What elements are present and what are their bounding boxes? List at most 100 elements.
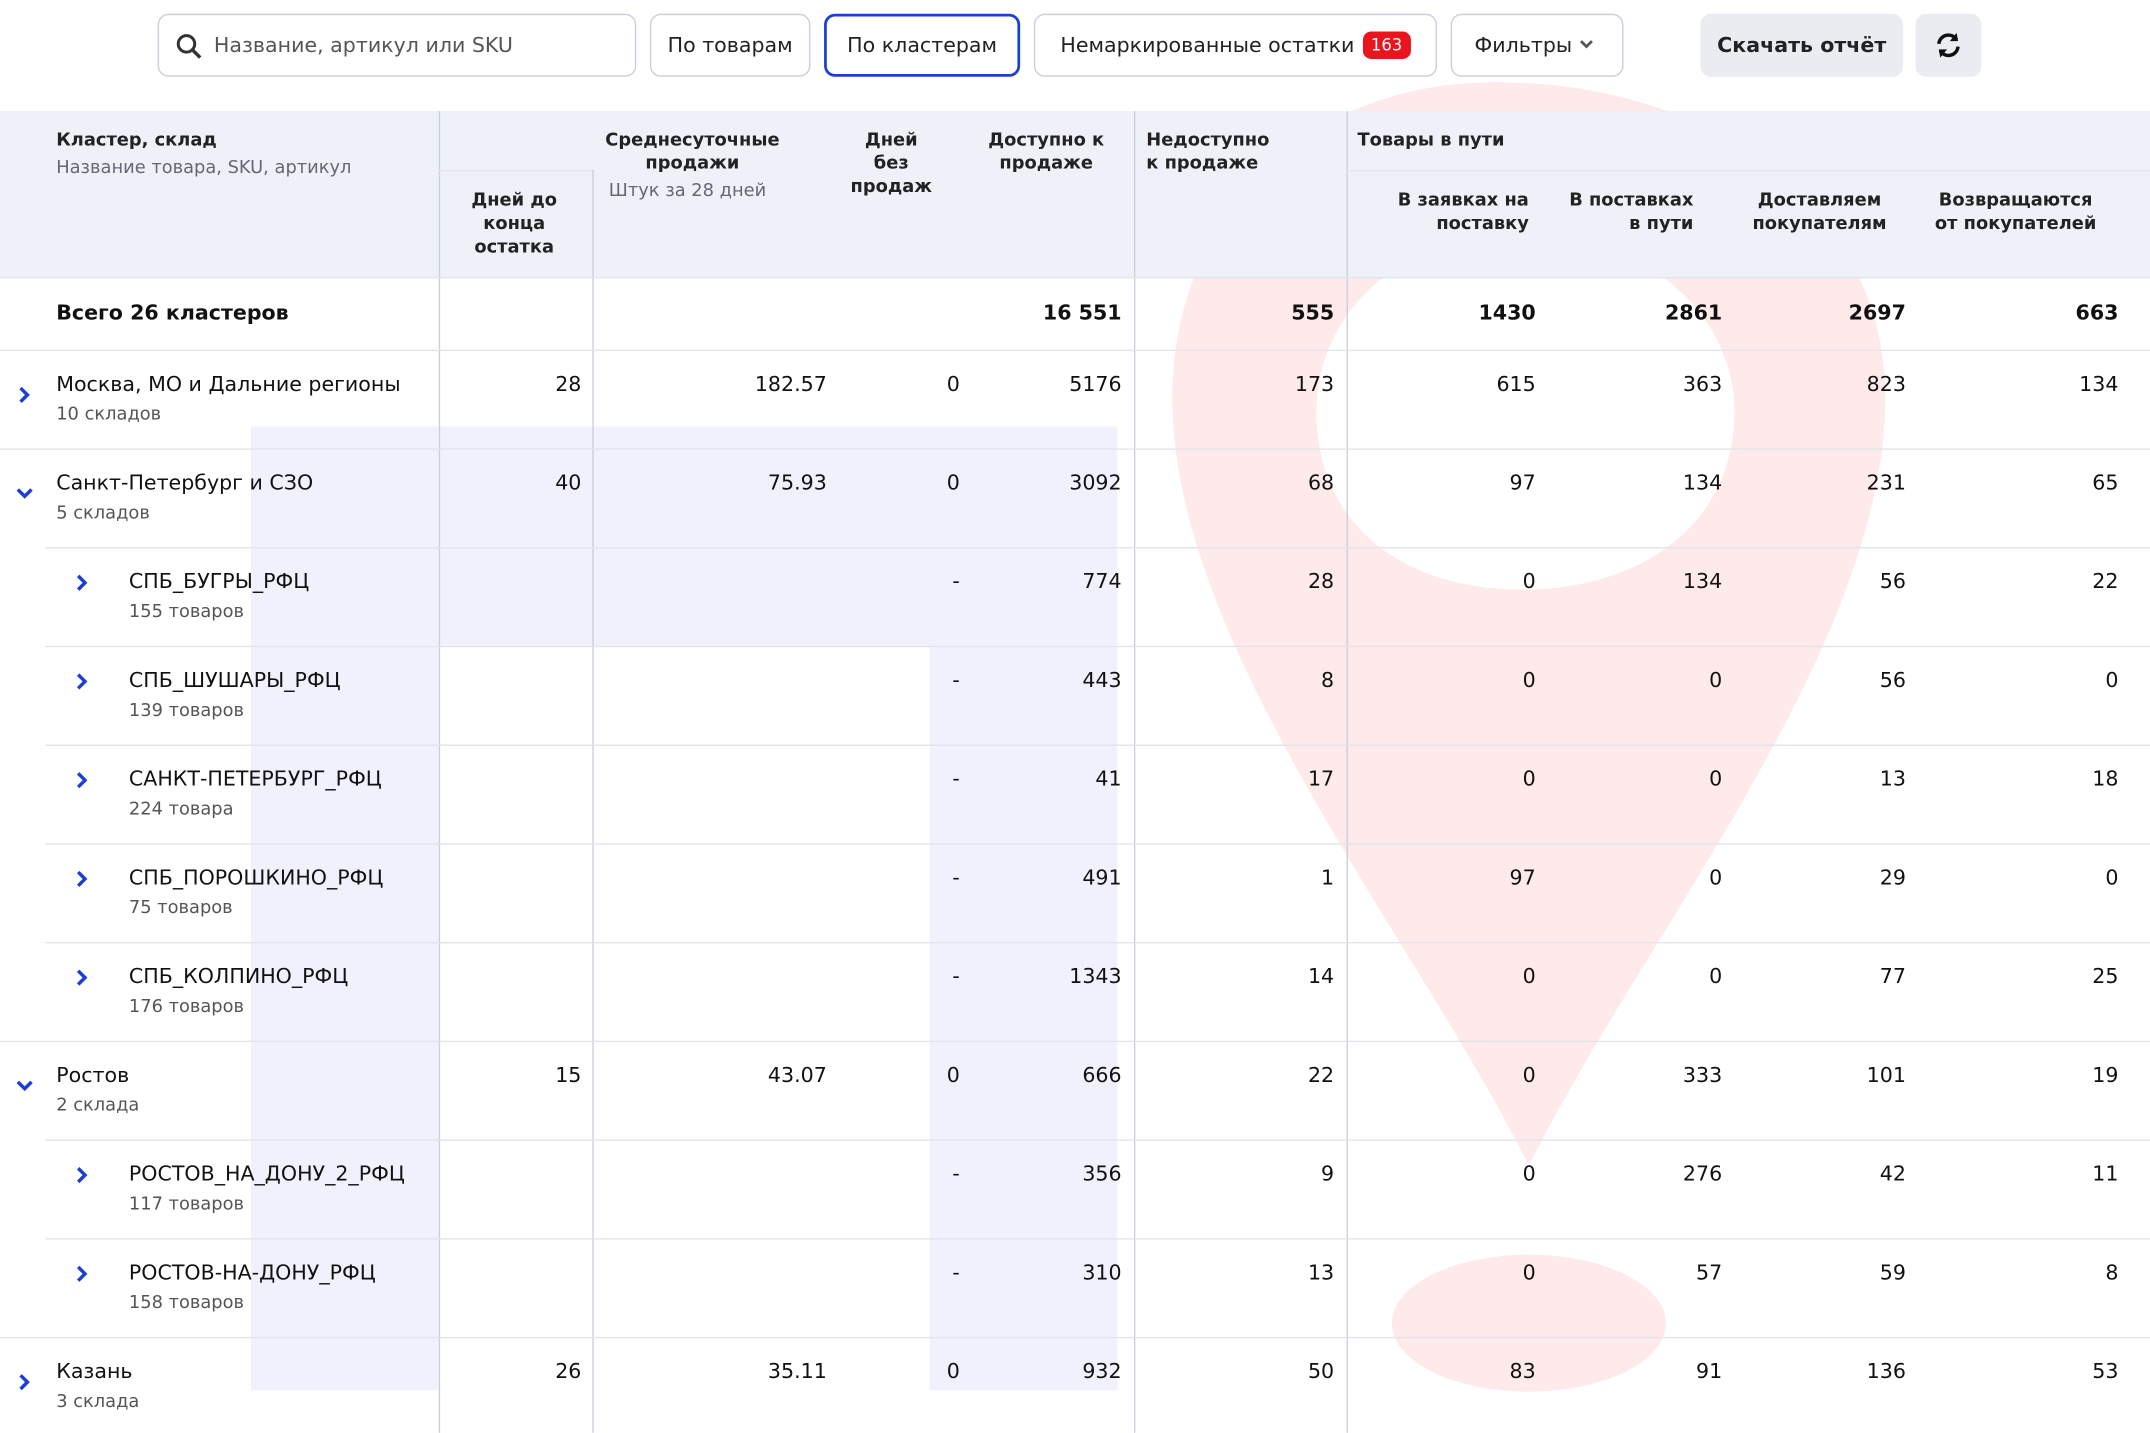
expand-toggle[interactable] — [15, 1076, 34, 1095]
cell: 663 — [2075, 300, 2119, 325]
cell: 91 — [1696, 1358, 1723, 1384]
chevron — [1579, 40, 1593, 49]
tab-active[interactable]: По кластерам — [824, 13, 1021, 77]
warehouse-sub: 139 товаров — [128, 700, 245, 722]
cell: 0 — [1709, 963, 1723, 989]
cell: 11 — [2092, 1161, 2119, 1187]
cell: 56 — [1879, 569, 1906, 594]
cell: - — [952, 865, 960, 890]
header-sub: Название товара, SKU, артикул — [56, 157, 352, 179]
row-divider — [0, 448, 2150, 450]
cell: 443 — [1082, 667, 1122, 693]
warehouse-name: СПБ_ПОРОШКИНО_РФЦ — [128, 865, 384, 890]
cell: 173 — [1294, 371, 1335, 397]
cell: 56 — [1879, 667, 1906, 693]
cell: 59 — [1879, 1260, 1906, 1285]
cell: 16 551 — [1042, 300, 1122, 325]
row-divider — [0, 1336, 2150, 1339]
expand-toggle[interactable] — [73, 968, 92, 987]
cell: 134 — [1682, 569, 1723, 594]
header: Дней без продаж — [850, 130, 933, 198]
search-icon — [176, 34, 202, 59]
header: Недоступно к продаже — [1146, 130, 1270, 175]
cell: 77 — [1879, 963, 1906, 989]
cell: 823 — [1866, 371, 1906, 397]
tab-label: Немаркированные остатки — [1060, 32, 1355, 58]
badge: 163 — [1362, 31, 1411, 59]
expand-toggle[interactable] — [73, 573, 92, 592]
download-button[interactable]: Скачать отчёт — [1700, 13, 1904, 77]
search-input[interactable]: Название, артикул или SKU — [157, 13, 637, 77]
cell: 68 — [1307, 470, 1335, 495]
tab[interactable]: Немаркированные остатки 163 — [1033, 13, 1437, 77]
expand-toggle[interactable] — [73, 1264, 92, 1283]
cell: 35.11 — [767, 1358, 827, 1384]
cluster-name: Москва, МО и Дальние регионы — [56, 371, 401, 397]
cell: - — [952, 667, 960, 693]
total-label: Всего 26 кластеров — [56, 300, 289, 325]
cell: 666 — [1082, 1062, 1122, 1088]
expand-toggle[interactable] — [73, 1165, 92, 1184]
expand-toggle[interactable] — [73, 771, 92, 790]
cell: 65 — [2092, 470, 2119, 495]
cell: 134 — [2079, 371, 2119, 397]
cell: 1 — [1321, 865, 1335, 890]
header: Возвращаются от покупателей — [1934, 190, 2097, 235]
header: В заявках на поставку — [1397, 190, 1529, 235]
cell: 5176 — [1069, 371, 1122, 397]
header: Среднесуточные продажи — [605, 130, 780, 175]
cell: 363 — [1682, 371, 1723, 397]
tab-label: По товарам — [667, 32, 793, 58]
label: Скачать отчёт — [1717, 32, 1887, 58]
cluster-sub: 10 складов — [56, 404, 162, 426]
header: Доступно к продаже — [988, 130, 1105, 175]
cell: 13 — [1879, 766, 1906, 792]
cell: 0 — [1522, 667, 1536, 693]
divider — [1346, 170, 2150, 172]
expand-toggle[interactable] — [73, 869, 92, 888]
filters-button[interactable]: Фильтры — [1450, 13, 1624, 77]
warehouse-sub: 176 товаров — [128, 996, 245, 1018]
expand-toggle[interactable] — [15, 484, 34, 503]
cell: 9 — [1321, 1161, 1335, 1187]
cell: 14 — [1307, 963, 1335, 989]
warehouse-sub: 117 товаров — [128, 1194, 245, 1215]
cell: 28 — [1307, 569, 1335, 594]
cell: 0 — [1522, 963, 1536, 989]
cell: 8 — [1321, 667, 1335, 693]
cell: 0 — [1522, 569, 1536, 594]
header-sub: Штук за 28 дней — [608, 180, 767, 202]
cell: 83 — [1509, 1358, 1536, 1384]
divider — [592, 170, 594, 1433]
row-divider — [45, 1139, 2150, 1141]
cell: 333 — [1682, 1062, 1723, 1088]
refresh-button[interactable] — [1915, 13, 1982, 77]
cluster-name: Санкт-Петербург и СЗО — [56, 470, 314, 495]
cluster-sub: 5 складов — [56, 503, 150, 524]
expand-toggle[interactable] — [73, 672, 92, 691]
expand-toggle[interactable] — [15, 1373, 34, 1392]
cell: 356 — [1082, 1161, 1122, 1187]
cell: 29 — [1879, 865, 1906, 890]
divider — [438, 170, 593, 172]
expand-toggle[interactable] — [15, 385, 34, 404]
cell: 28 — [555, 371, 582, 397]
cell: 0 — [1522, 766, 1536, 792]
cell: 53 — [2092, 1358, 2119, 1384]
row-divider — [45, 843, 2150, 845]
tab-label: По кластерам — [847, 32, 998, 58]
cell: 15 — [555, 1062, 582, 1088]
cell: 231 — [1866, 470, 1906, 495]
tab[interactable]: По товарам — [649, 13, 811, 77]
placeholder: Название, артикул или SKU — [213, 32, 513, 58]
row-divider — [0, 276, 2150, 279]
cell: 97 — [1509, 470, 1536, 495]
header: Кластер, склад — [56, 130, 217, 151]
cell: 310 — [1082, 1260, 1122, 1285]
warehouse-sub: 75 товаров — [128, 898, 233, 919]
cell: 2861 — [1664, 300, 1723, 325]
